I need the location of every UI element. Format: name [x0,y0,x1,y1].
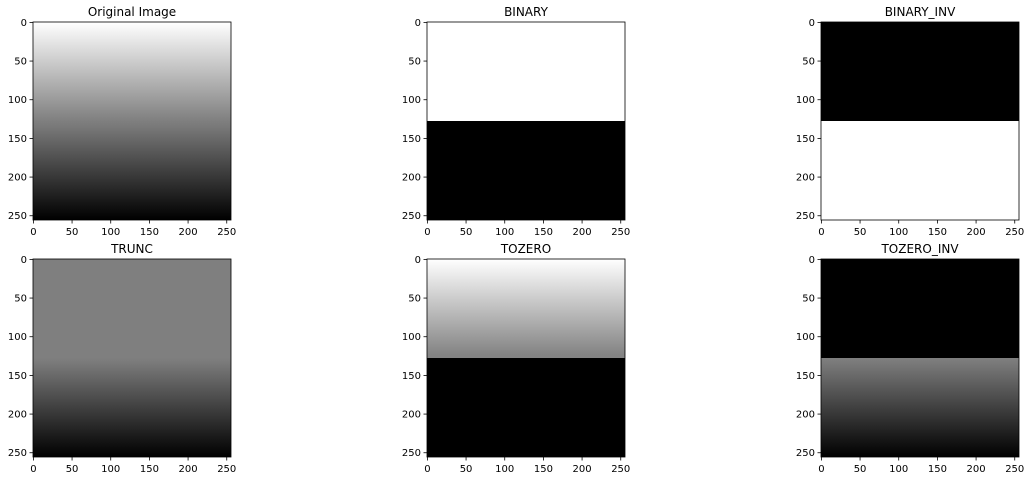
x-tick-label: 100 [889,227,908,238]
image-plot [33,22,231,220]
y-tick-label: 0 [21,18,27,29]
y-tick-label: 50 [408,57,421,68]
image-plot [33,259,231,457]
x-tick-label: 100 [101,227,120,238]
x-tick-label: 150 [534,464,553,475]
y-tick-label: 100 [8,332,27,343]
y-tick-label: 150 [402,134,421,145]
x-tick-label: 0 [30,464,36,475]
x-tick-label: 50 [460,227,473,238]
y-tick-label: 100 [796,332,815,343]
x-tick-label: 100 [495,464,514,475]
x-tick-label: 200 [573,227,592,238]
panel-title: TRUNC [110,242,153,256]
x-tick-label: 100 [889,464,908,475]
panel-title: BINARY_INV [885,5,956,19]
y-tick-label: 150 [796,134,815,145]
x-tick-label: 200 [179,227,198,238]
y-tick-label: 150 [402,371,421,382]
x-tick-label: 0 [424,464,430,475]
y-tick-label: 150 [796,371,815,382]
axes-frame [32,258,232,458]
image-plot [427,22,625,220]
panel-title: TOZERO [500,242,551,256]
x-tick-label: 100 [495,227,514,238]
panel-title: BINARY [504,5,549,19]
x-tick-label: 250 [217,227,236,238]
panel-title: TOZERO_INV [880,242,959,256]
panel-title: Original Image [88,5,176,19]
y-tick-label: 0 [809,18,815,29]
y-tick-label: 250 [402,448,421,459]
y-tick-label: 0 [809,255,815,266]
x-tick-label: 200 [967,227,986,238]
y-tick-label: 200 [796,173,815,184]
x-tick-label: 50 [854,464,867,475]
axes-frame [32,21,232,221]
x-tick-label: 150 [534,227,553,238]
x-tick-label: 50 [66,227,79,238]
x-tick-label: 0 [818,227,824,238]
panel-binary-inv: BINARY_INV 0 50 100 150 200 25005010015020025… [796,5,1024,238]
x-tick-label: 150 [140,227,159,238]
x-tick-label: 50 [66,464,79,475]
y-tick-label: 0 [21,255,27,266]
y-tick-label: 250 [796,211,815,222]
y-tick-label: 50 [802,294,815,305]
x-tick-label: 250 [1005,464,1024,475]
y-tick-label: 100 [8,95,27,106]
y-tick-label: 250 [8,211,27,222]
x-tick-label: 250 [217,464,236,475]
x-tick-label: 250 [1005,227,1024,238]
y-tick-label: 50 [14,294,27,305]
x-tick-label: 250 [611,227,630,238]
y-tick-label: 250 [796,448,815,459]
x-tick-label: 200 [179,464,198,475]
x-tick-label: 0 [424,227,430,238]
y-tick-label: 200 [402,410,421,421]
x-tick-label: 150 [140,464,159,475]
image-plot [821,259,1019,457]
x-tick-label: 100 [101,464,120,475]
panel-original: Original Image 0 50 100 150 200 2500501001502… [8,5,236,238]
y-tick-label: 0 [415,18,421,29]
x-tick-label: 200 [573,464,592,475]
x-tick-label: 200 [967,464,986,475]
y-tick-label: 200 [8,173,27,184]
x-tick-label: 150 [928,464,947,475]
y-tick-label: 100 [402,332,421,343]
image-plot [821,22,1019,220]
panel-tozero-inv: TOZERO_INV 0 50 100 150 200 25005010015020025… [796,242,1024,475]
y-tick-label: 100 [402,95,421,106]
x-tick-label: 0 [818,464,824,475]
y-tick-label: 150 [8,134,27,145]
y-tick-label: 50 [408,294,421,305]
y-tick-label: 250 [402,211,421,222]
x-tick-label: 50 [460,464,473,475]
y-tick-label: 250 [8,448,27,459]
y-tick-label: 50 [802,57,815,68]
y-tick-label: 0 [415,255,421,266]
axes-frame [426,258,626,458]
axes-frame [426,21,626,221]
image-plot [427,259,625,457]
axes-frame [820,258,1020,458]
x-tick-label: 50 [854,227,867,238]
x-tick-label: 250 [611,464,630,475]
y-tick-label: 200 [8,410,27,421]
y-tick-label: 200 [402,173,421,184]
y-tick-label: 100 [796,95,815,106]
x-tick-label: 0 [30,227,36,238]
y-tick-label: 50 [14,57,27,68]
y-tick-label: 200 [796,410,815,421]
y-tick-label: 150 [8,371,27,382]
x-tick-label: 150 [928,227,947,238]
axes-frame [820,21,1020,221]
